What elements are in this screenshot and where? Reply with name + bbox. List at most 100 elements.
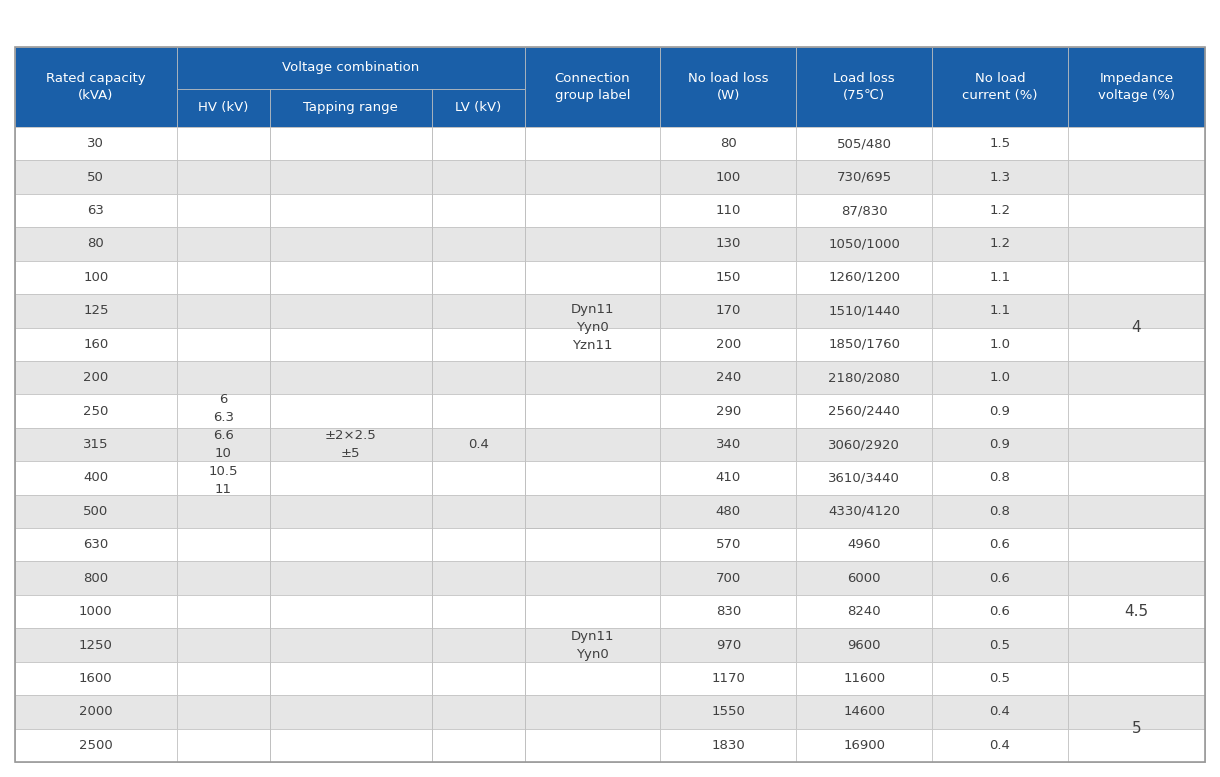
Text: No load
current (%): No load current (%) [963,72,1038,102]
Bar [660,595,797,629]
Bar [525,629,660,662]
Bar [797,495,932,528]
Bar [525,193,660,227]
Text: 80: 80 [720,138,737,150]
Bar [525,294,660,328]
Bar [270,127,432,160]
Bar [660,629,797,662]
Text: 110: 110 [716,204,741,217]
Bar [270,729,432,762]
Text: 480: 480 [716,505,741,517]
Text: 1830: 1830 [711,739,745,752]
Bar [525,629,660,662]
Text: 125: 125 [83,305,109,317]
Bar [177,495,270,528]
Bar [797,729,932,762]
Bar [1068,328,1205,361]
Bar [660,127,797,160]
Bar [270,89,432,127]
Text: 11600: 11600 [843,672,886,685]
Bar [1068,328,1205,361]
Text: 630: 630 [83,538,109,551]
Bar [432,495,525,528]
Bar [270,562,432,595]
Text: 1.1: 1.1 [989,271,1010,284]
Bar [932,695,1068,729]
Bar [660,695,797,729]
Text: 1170: 1170 [711,672,745,685]
Text: 505/480: 505/480 [837,138,892,150]
Bar [797,261,932,294]
Bar [270,629,432,662]
Text: 1.0: 1.0 [989,371,1010,384]
Bar [797,395,932,428]
Bar [525,193,660,227]
Text: 0.8: 0.8 [989,505,1010,517]
Bar [660,127,797,160]
Bar [432,261,525,294]
Text: 6
6.3
6.6
10
10.5
11: 6 6.3 6.6 10 10.5 11 [209,393,238,496]
Bar [15,528,177,562]
Bar [797,193,932,227]
Bar [797,629,932,662]
Bar [797,562,932,595]
Bar [525,695,660,729]
Bar [932,395,1068,428]
Text: 1.2: 1.2 [989,238,1010,250]
Bar [432,328,525,361]
Bar [432,160,525,193]
Bar [932,528,1068,562]
Text: 4.5: 4.5 [1125,604,1148,619]
Bar [797,562,932,595]
Bar [177,662,270,695]
Text: 130: 130 [716,238,741,250]
Bar [1068,729,1205,762]
Text: 570: 570 [716,538,741,551]
Bar [1068,562,1205,595]
Text: 14600: 14600 [843,706,886,719]
Bar [1068,261,1205,294]
Bar [432,193,525,227]
Text: 340: 340 [716,438,741,451]
Bar [177,160,270,193]
Text: 290: 290 [716,405,741,417]
Bar [15,729,177,762]
Text: 0.9: 0.9 [989,405,1010,417]
Bar [797,127,932,160]
Bar [1068,662,1205,695]
Bar [932,160,1068,193]
Bar [270,662,432,695]
Bar [1068,361,1205,395]
Bar [525,261,660,294]
Bar [660,562,797,595]
Bar [932,462,1068,495]
Text: 1050/1000: 1050/1000 [828,238,900,250]
Text: 3060/2920: 3060/2920 [828,438,900,451]
Bar [797,160,932,193]
Bar [1068,629,1205,662]
Bar [932,462,1068,495]
Bar [932,562,1068,595]
Bar [15,495,177,528]
Bar [797,361,932,395]
Bar [1068,294,1205,328]
Bar [932,428,1068,462]
Bar [177,428,270,462]
Bar [797,528,932,562]
Bar [15,462,177,495]
Text: 2180/2080: 2180/2080 [828,371,900,384]
Text: 2500: 2500 [79,739,112,752]
Text: 0.4: 0.4 [989,739,1010,752]
Text: LV (kV): LV (kV) [455,101,501,114]
Bar [525,595,660,629]
Bar [797,294,932,328]
Bar [525,462,660,495]
Bar [432,395,525,428]
Bar [525,528,660,562]
Bar [270,294,432,328]
Bar [525,127,660,528]
Bar [1068,528,1205,562]
Bar [432,361,525,395]
Text: 1600: 1600 [79,672,112,685]
Bar [660,361,797,395]
